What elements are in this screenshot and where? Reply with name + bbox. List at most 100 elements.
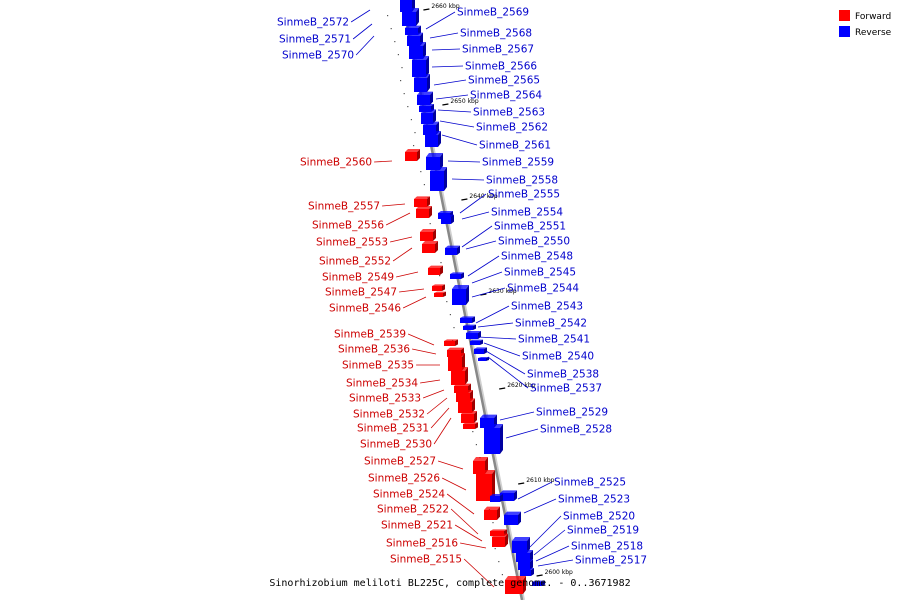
reverse-label-SinmeB_2520[interactable]: SinmeB_2520 — [529, 511, 635, 548]
reverse-gene-SinmeB_2551[interactable] — [445, 245, 460, 255]
reverse-gene-SinmeB_2545[interactable] — [460, 316, 475, 323]
forward-gene-SinmeB_2534[interactable] — [451, 367, 468, 385]
reverse-label-SinmeB_2555[interactable]: SinmeB_2555 — [459, 189, 560, 214]
reverse-label-SinmeB_2568[interactable]: SinmeB_2568 — [429, 28, 532, 40]
reverse-gene-SinmeB_2548[interactable] — [452, 285, 469, 305]
reverse-gene-SinmeB_2561[interactable] — [425, 131, 441, 147]
reverse-gene-SinmeB_2523[interactable] — [516, 550, 533, 562]
reverse-gene-SinmeB_2541[interactable] — [474, 347, 487, 354]
forward-gene-SinmeB_2515[interactable] — [505, 576, 526, 594]
forward-label-SinmeB_2546[interactable]: SinmeB_2546 — [329, 296, 427, 315]
reverse-gene-SinmeB_2567[interactable] — [412, 56, 429, 77]
reverse-gene-SinmeB_2519[interactable] — [520, 568, 534, 576]
forward-gene-SinmeB_2547[interactable] — [432, 284, 445, 291]
reverse-label-SinmeB_2528[interactable]: SinmeB_2528 — [505, 424, 612, 439]
forward-label-SinmeB_2539[interactable]: SinmeB_2539 — [334, 329, 435, 346]
reverse-label-SinmeB_2565[interactable]: SinmeB_2565 — [433, 75, 540, 87]
reverse-gene-SinmeB_2528[interactable] — [504, 511, 521, 525]
forward-label-SinmeB_2527[interactable]: SinmeB_2527 — [364, 456, 464, 470]
reverse-label-SinmeB_2519[interactable]: SinmeB_2519 — [533, 525, 639, 556]
reverse-label-SinmeB_2562[interactable]: SinmeB_2562 — [439, 120, 548, 134]
forward-label-SinmeB_2531[interactable]: SinmeB_2531 — [357, 407, 450, 435]
reverse-label-SinmeB_2525[interactable]: SinmeB_2525 — [517, 477, 626, 500]
reverse-gene-SinmeB_2544[interactable] — [463, 324, 476, 330]
reverse-gene-SinmeB_2566[interactable] — [414, 74, 430, 92]
forward-gene-SinmeB_2530[interactable] — [461, 411, 477, 423]
forward-gene-SinmeB_2546[interactable] — [434, 291, 446, 297]
reverse-label-SinmeB_2564[interactable]: SinmeB_2564 — [435, 90, 542, 102]
reverse-label-SinmeB_2550[interactable]: SinmeB_2550 — [465, 236, 570, 250]
reverse-gene-SinmeB_2517[interactable] — [532, 580, 545, 586]
forward-label-SinmeB_2553[interactable]: SinmeB_2553 — [316, 237, 413, 249]
forward-label-SinmeB_2549[interactable]: SinmeB_2549 — [322, 272, 419, 284]
forward-label-SinmeB_2532[interactable]: SinmeB_2532 — [353, 397, 448, 421]
forward-label-SinmeB_2533[interactable]: SinmeB_2533 — [349, 389, 445, 405]
forward-gene-SinmeB_2522[interactable] — [484, 506, 500, 520]
forward-label-SinmeB_2535[interactable]: SinmeB_2535 — [342, 360, 440, 372]
reverse-label-SinmeB_2570[interactable]: SinmeB_2570 — [282, 35, 375, 62]
forward-gene-SinmeB_2560[interactable] — [405, 149, 420, 161]
forward-gene-SinmeB_2524[interactable] — [476, 470, 495, 501]
reverse-label-SinmeB_2529[interactable]: SinmeB_2529 — [499, 407, 608, 421]
forward-label-SinmeB_2556[interactable]: SinmeB_2556 — [312, 212, 411, 232]
reverse-label-SinmeB_2540[interactable]: SinmeB_2540 — [483, 342, 594, 363]
reverse-label-SinmeB_2558[interactable]: SinmeB_2558 — [451, 175, 558, 187]
reverse-label-SinmeB_2561[interactable]: SinmeB_2561 — [441, 134, 551, 152]
forward-label-SinmeB_2515[interactable]: SinmeB_2515 — [390, 554, 495, 588]
reverse-label-SinmeB_2566[interactable]: SinmeB_2566 — [431, 61, 537, 73]
reverse-label-SinmeB_2543[interactable]: SinmeB_2543 — [475, 301, 583, 324]
reverse-label-SinmeB_2541[interactable]: SinmeB_2541 — [477, 334, 590, 346]
forward-gene-SinmeB_2549[interactable] — [428, 265, 443, 275]
reverse-label-SinmeB_2538[interactable]: SinmeB_2538 — [485, 350, 599, 381]
reverse-gene-SinmeB_2542[interactable] — [470, 339, 483, 345]
reverse-label-SinmeB_2559[interactable]: SinmeB_2559 — [447, 157, 554, 169]
forward-gene-SinmeB_2516[interactable] — [492, 533, 508, 547]
reverse-gene-SinmeB_2537[interactable] — [484, 424, 503, 454]
forward-label-SinmeB_2552[interactable]: SinmeB_2552 — [319, 247, 413, 268]
forward-label-SinmeB_2547[interactable]: SinmeB_2547 — [325, 287, 425, 299]
reverse-label-SinmeB_2569[interactable]: SinmeB_2569 — [425, 7, 529, 30]
reverse-label-SinmeB_2523[interactable]: SinmeB_2523 — [523, 494, 630, 514]
forward-label-SinmeB_2526[interactable]: SinmeB_2526 — [368, 473, 467, 491]
reverse-gene-SinmeB_2518[interactable] — [490, 494, 503, 502]
forward-gene-SinmeB_2553[interactable] — [420, 229, 436, 241]
reverse-label-SinmeB_2571[interactable]: SinmeB_2571 — [279, 23, 373, 46]
reverse-label-SinmeB_2548[interactable]: SinmeB_2548 — [467, 251, 573, 277]
forward-gene-SinmeB_2557[interactable] — [414, 196, 430, 207]
forward-gene-SinmeB_2552[interactable] — [422, 241, 438, 253]
reverse-gene-SinmeB_2568[interactable] — [409, 42, 426, 59]
reverse-gene-SinmeB_2540[interactable] — [478, 357, 489, 361]
reverse-gene-SinmeB_2571[interactable] — [402, 8, 419, 26]
reverse-label-SinmeB_2563[interactable]: SinmeB_2563 — [437, 107, 545, 119]
forward-label-SinmeB_2560[interactable]: SinmeB_2560 — [300, 157, 393, 169]
reverse-label-SinmeB_2544[interactable]: SinmeB_2544 — [471, 283, 579, 298]
forward-label-SinmeB_2522[interactable]: SinmeB_2522 — [377, 504, 479, 535]
forward-label-SinmeB_2516[interactable]: SinmeB_2516 — [386, 538, 487, 550]
reverse-gene-SinmeB_2529[interactable] — [500, 490, 517, 501]
forward-label-SinmeB_2557[interactable]: SinmeB_2557 — [308, 201, 406, 213]
reverse-gene-SinmeB_2520[interactable] — [518, 559, 533, 570]
forward-gene-SinmeB_2556[interactable] — [416, 206, 432, 218]
forward-gene-SinmeB_2527[interactable] — [463, 422, 478, 429]
forward-gene-SinmeB_2539[interactable] — [444, 339, 458, 346]
reverse-label-SinmeB_2567[interactable]: SinmeB_2567 — [431, 44, 534, 56]
reverse-gene-SinmeB_2559[interactable] — [426, 153, 443, 170]
reverse-gene-SinmeB_2563[interactable] — [421, 109, 436, 124]
reverse-label-SinmeB_2572[interactable]: SinmeB_2572 — [277, 9, 371, 29]
forward-label-SinmeB_2521[interactable]: SinmeB_2521 — [381, 520, 483, 542]
reverse-gene-SinmeB_2550[interactable] — [450, 272, 464, 279]
reverse-label-SinmeB_2551[interactable]: SinmeB_2551 — [461, 221, 566, 248]
reverse-gene-SinmeB_2565[interactable] — [417, 91, 433, 105]
reverse-gene-SinmeB_2564[interactable] — [419, 104, 434, 112]
reverse-gene-SinmeB_2558[interactable] — [430, 167, 447, 191]
reverse-label-SinmeB_2545[interactable]: SinmeB_2545 — [471, 267, 576, 284]
reverse-gene-SinmeB_2543[interactable] — [466, 331, 481, 339]
forward-gene-SinmeB_2531[interactable] — [458, 398, 475, 413]
reverse-gene-SinmeB_2554[interactable] — [441, 214, 454, 224]
reverse-label-SinmeB_2542[interactable]: SinmeB_2542 — [477, 318, 587, 330]
forward-label-SinmeB_2534[interactable]: SinmeB_2534 — [346, 378, 441, 390]
forward-label-SinmeB_2530[interactable]: SinmeB_2530 — [360, 417, 452, 451]
forward-label-SinmeB_2536[interactable]: SinmeB_2536 — [338, 344, 437, 356]
forward-label-SinmeB_2524[interactable]: SinmeB_2524 — [373, 489, 475, 515]
reverse-label-SinmeB_2517[interactable]: SinmeB_2517 — [537, 555, 647, 567]
